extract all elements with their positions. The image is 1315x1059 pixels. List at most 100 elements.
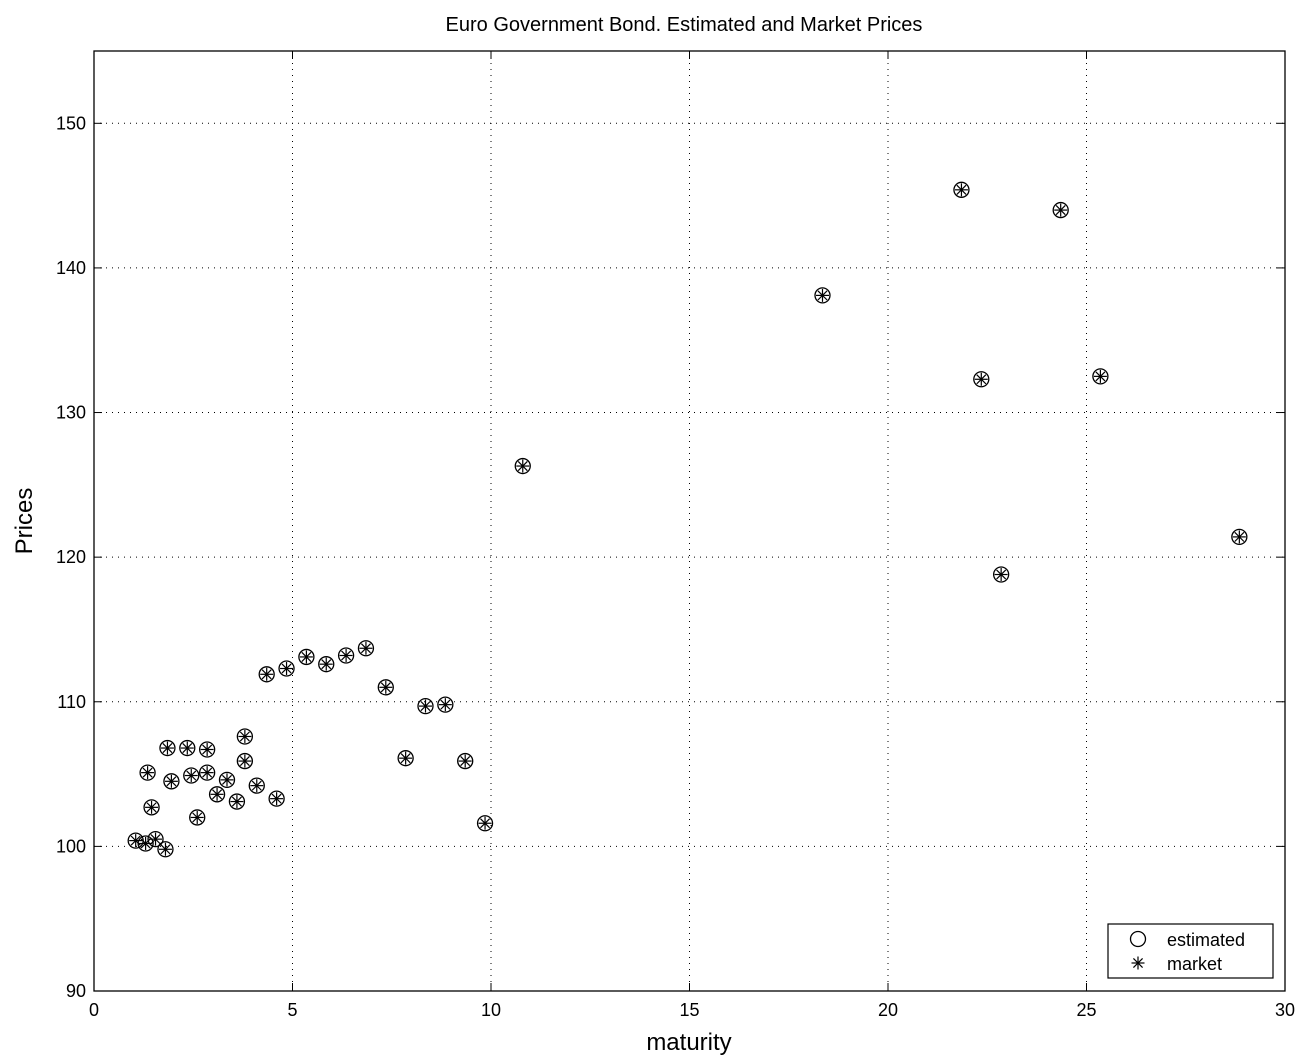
market-point bbox=[399, 751, 413, 765]
y-tick-label: 110 bbox=[57, 692, 86, 712]
market-point bbox=[164, 774, 178, 788]
market-point bbox=[319, 657, 333, 671]
estimated-point bbox=[814, 287, 831, 304]
legend-estimated-marker bbox=[1129, 930, 1147, 948]
market-point bbox=[149, 832, 163, 846]
x-tick-label: 5 bbox=[287, 1000, 297, 1020]
market-point bbox=[200, 766, 214, 780]
market-point bbox=[200, 742, 214, 756]
y-tick-label: 90 bbox=[66, 981, 86, 1001]
estimated-point bbox=[163, 773, 180, 790]
estimated-point bbox=[147, 831, 164, 848]
estimated-point bbox=[318, 656, 335, 673]
market-point bbox=[478, 816, 492, 830]
estimated-point bbox=[973, 371, 990, 388]
x-tick-label: 15 bbox=[679, 1000, 699, 1020]
market-point bbox=[230, 795, 244, 809]
estimated-point bbox=[953, 181, 970, 198]
estimated-point bbox=[157, 841, 174, 858]
market-point bbox=[238, 754, 252, 768]
market-point bbox=[994, 568, 1008, 582]
market-point bbox=[974, 372, 988, 386]
y-tick-label: 140 bbox=[56, 258, 86, 278]
market-point bbox=[299, 650, 313, 664]
estimated-point bbox=[198, 741, 216, 758]
market-point bbox=[139, 836, 153, 850]
market-point bbox=[184, 769, 198, 783]
market-point bbox=[220, 773, 234, 787]
x-axis-label: maturity bbox=[646, 1029, 731, 1056]
x-tick-label: 20 bbox=[878, 1000, 898, 1020]
market-point bbox=[141, 766, 155, 780]
market-point bbox=[158, 842, 172, 856]
market-point bbox=[1232, 530, 1246, 544]
estimated-point bbox=[139, 764, 156, 781]
x-tick-label: 25 bbox=[1076, 1000, 1096, 1020]
estimated-point bbox=[198, 764, 216, 781]
estimated-point bbox=[278, 660, 295, 677]
y-tick-label: 130 bbox=[56, 403, 86, 423]
estimated-point bbox=[236, 752, 254, 770]
grid-lines bbox=[94, 51, 1285, 991]
market-point bbox=[1054, 203, 1068, 217]
estimated-point bbox=[183, 767, 200, 784]
estimated-point bbox=[377, 679, 394, 696]
market-point bbox=[438, 698, 452, 712]
estimated-point bbox=[179, 739, 196, 757]
estimated-point bbox=[476, 815, 494, 832]
y-tick-label: 100 bbox=[56, 836, 86, 856]
plot-area-frame bbox=[93, 50, 1286, 992]
estimated-point bbox=[298, 648, 315, 666]
market-point bbox=[379, 680, 393, 694]
estimated-point bbox=[268, 790, 285, 807]
y-tick-label: 120 bbox=[56, 547, 86, 567]
market-point bbox=[180, 741, 194, 755]
market-point bbox=[145, 800, 159, 814]
estimated-point bbox=[397, 750, 414, 767]
y-axis-label: Prices bbox=[11, 488, 38, 555]
estimated-point bbox=[457, 752, 474, 770]
estimated-point bbox=[357, 640, 375, 657]
legend-box bbox=[1107, 923, 1274, 979]
market-point bbox=[458, 754, 472, 768]
estimated-point bbox=[218, 771, 236, 789]
chart-title: Euro Government Bond. Estimated and Mark… bbox=[446, 14, 923, 36]
estimated-point bbox=[159, 739, 176, 757]
market-point bbox=[815, 288, 829, 302]
market-point bbox=[1093, 369, 1107, 383]
estimated-point bbox=[1092, 368, 1109, 385]
estimated-point bbox=[228, 793, 246, 810]
estimated-point bbox=[437, 696, 454, 713]
market-point bbox=[129, 834, 143, 848]
estimated-point bbox=[248, 777, 265, 794]
market-point bbox=[954, 183, 968, 197]
market-point bbox=[260, 667, 274, 681]
market-point bbox=[160, 741, 174, 755]
estimated-point bbox=[258, 666, 275, 683]
x-tick-label: 10 bbox=[481, 1000, 501, 1020]
estimated-point bbox=[992, 566, 1010, 583]
y-tick-labels: 90 100 110 120 130 140 150 bbox=[56, 113, 86, 1001]
x-tick-label: 30 bbox=[1275, 1000, 1295, 1020]
estimated-point bbox=[236, 728, 254, 745]
axis-ticks bbox=[93, 51, 1286, 992]
market-point bbox=[238, 729, 252, 743]
data-points bbox=[127, 181, 1248, 858]
market-point bbox=[270, 792, 284, 806]
market-point bbox=[339, 648, 353, 662]
x-tick-labels: 0 5 10 15 20 25 30 bbox=[89, 1000, 1295, 1020]
market-point bbox=[250, 779, 264, 793]
market-point bbox=[280, 662, 294, 676]
legend-label-market: market bbox=[1167, 954, 1222, 974]
estimated-point bbox=[337, 647, 355, 664]
market-point bbox=[418, 699, 432, 713]
estimated-point bbox=[417, 697, 434, 715]
market-point bbox=[359, 641, 373, 655]
y-tick-label: 150 bbox=[56, 113, 86, 133]
legend-market-marker bbox=[1131, 956, 1145, 970]
estimated-point bbox=[1231, 528, 1248, 546]
market-point bbox=[516, 459, 530, 473]
x-tick-label: 0 bbox=[89, 1000, 99, 1020]
market-point bbox=[210, 787, 224, 801]
